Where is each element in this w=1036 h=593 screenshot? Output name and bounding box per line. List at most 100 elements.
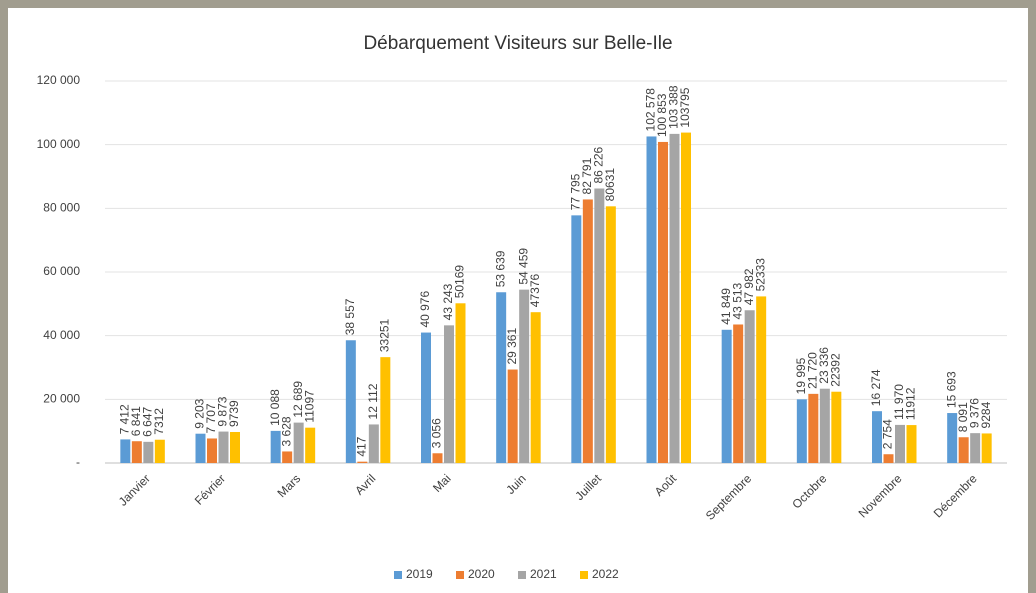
bar <box>507 369 518 463</box>
data-label: 38 557 <box>343 298 357 335</box>
bar <box>519 289 530 463</box>
data-label: 50169 <box>453 265 467 299</box>
bar <box>658 141 668 463</box>
data-label: 47 982 <box>742 268 756 305</box>
data-label: 82 791 <box>580 157 594 194</box>
bar <box>195 433 206 463</box>
bar <box>207 438 217 463</box>
y-tick-label: 40 000 <box>43 328 80 342</box>
bar <box>455 303 466 463</box>
data-label: 7 412 <box>118 404 132 434</box>
data-label: 47376 <box>528 273 542 307</box>
y-tick-label: 120 000 <box>37 73 81 87</box>
data-label: 6 647 <box>141 406 155 436</box>
y-tick-label: 80 000 <box>43 201 80 215</box>
y-tick-label: 100 000 <box>37 137 81 151</box>
y-tick-label: 60 000 <box>43 264 80 278</box>
legend-swatch <box>456 571 464 579</box>
legend-swatch <box>518 571 526 579</box>
bar <box>270 430 281 463</box>
bar <box>582 199 593 463</box>
bar <box>669 133 680 463</box>
data-label: 9739 <box>227 400 241 427</box>
bar <box>958 437 969 463</box>
data-label: 15 693 <box>944 371 958 408</box>
bar <box>380 357 391 463</box>
bar <box>646 136 657 464</box>
data-label: 10 088 <box>268 389 282 426</box>
data-label: 40 976 <box>418 291 432 328</box>
bar <box>594 188 605 463</box>
data-label: 3 056 <box>430 418 444 448</box>
bar <box>831 391 842 463</box>
data-label: 2 754 <box>881 419 895 449</box>
data-label: 11912 <box>904 387 918 420</box>
data-label: 19 995 <box>794 357 808 394</box>
legend-label: 2021 <box>530 567 557 581</box>
data-label: 41 849 <box>719 288 733 325</box>
bar <box>733 324 744 463</box>
bar <box>808 393 819 463</box>
bar <box>345 340 356 463</box>
bar <box>605 206 616 463</box>
bar <box>906 425 917 463</box>
bar <box>131 441 142 463</box>
bar <box>305 427 316 463</box>
data-label: 54 459 <box>516 248 530 285</box>
data-label: 29 361 <box>505 328 519 365</box>
bar <box>819 388 830 463</box>
bar <box>947 413 958 463</box>
bar <box>120 439 131 463</box>
y-tick-label: - <box>76 455 80 469</box>
legend-label: 2019 <box>406 567 433 581</box>
bar <box>744 310 755 463</box>
bar <box>681 132 691 463</box>
data-label: 21 720 <box>806 352 820 389</box>
data-label: 12 689 <box>291 381 305 418</box>
data-label: 22392 <box>829 353 843 387</box>
legend-label: 2020 <box>468 567 495 581</box>
data-label: 9 873 <box>216 396 230 426</box>
data-label: 33251 <box>378 318 392 352</box>
bar <box>872 411 882 463</box>
data-label: 77 795 <box>569 173 583 210</box>
data-label: 53 639 <box>493 250 507 287</box>
bar <box>981 433 992 463</box>
y-tick-label: 20 000 <box>43 392 80 406</box>
data-label: 43 243 <box>441 283 455 320</box>
data-label: 86 226 <box>592 146 606 183</box>
bar <box>571 215 582 463</box>
data-label: 102 578 <box>644 88 658 132</box>
data-label: 3 628 <box>279 416 293 446</box>
chart-area <box>8 8 1028 593</box>
data-label: 103 388 <box>667 85 681 129</box>
data-label: 80631 <box>603 168 617 202</box>
data-label: 9284 <box>979 401 993 428</box>
legend-swatch <box>394 571 402 579</box>
data-label: 100 853 <box>655 93 669 137</box>
bar <box>530 312 541 463</box>
data-label: 9 376 <box>967 398 981 428</box>
data-label: 52333 <box>753 258 767 292</box>
bar <box>496 292 507 463</box>
data-label: 7312 <box>152 408 166 435</box>
chart-title: Débarquement Visiteurs sur Belle-Ile <box>363 33 672 54</box>
legend-label: 2022 <box>592 567 619 581</box>
bar <box>218 431 229 463</box>
bar <box>154 439 165 463</box>
bar <box>421 332 431 463</box>
bar <box>883 454 894 463</box>
data-label: 9 203 <box>193 398 207 428</box>
data-label: 12 112 <box>366 383 380 419</box>
bar <box>432 453 443 463</box>
data-label: 43 513 <box>730 282 744 319</box>
bar <box>444 325 454 463</box>
bar <box>368 424 379 463</box>
bar <box>796 399 807 463</box>
bar <box>293 422 304 463</box>
data-label: 103795 <box>678 87 692 127</box>
bar <box>721 329 732 463</box>
bar <box>143 441 154 463</box>
